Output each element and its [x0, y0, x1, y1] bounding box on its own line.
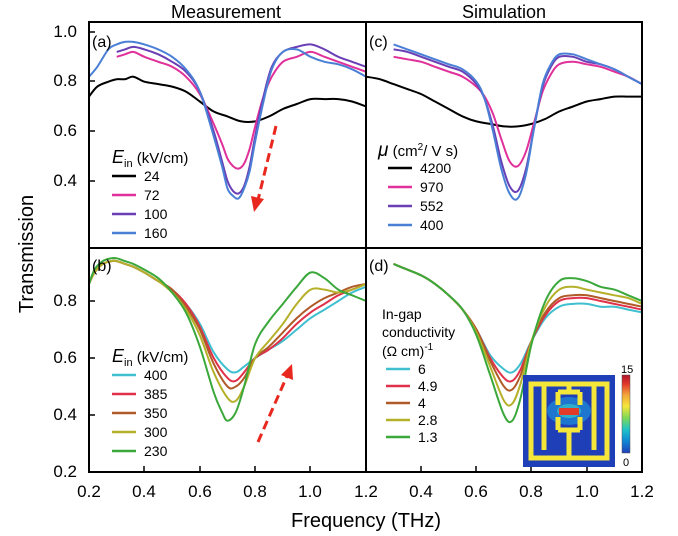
panel-c-series	[366, 43, 642, 201]
measurement-column-title: Measurement	[171, 2, 281, 22]
legend-label: 300	[144, 424, 168, 440]
panel-a-tag: (a)	[92, 34, 112, 51]
arrow-panel-b	[256, 364, 293, 443]
legend-label: 6	[418, 361, 426, 377]
panel-c-frame	[365, 21, 643, 249]
x-tick-label: 0.4	[132, 482, 156, 501]
legend-title: Ein (kV/cm)	[112, 147, 188, 170]
panel-b-series	[89, 256, 366, 422]
y-axis-label: Transmission	[16, 195, 38, 313]
legend-title: μ (cm2/ V s)	[377, 140, 458, 161]
series-line-400	[393, 43, 642, 201]
series-line-230	[89, 256, 366, 422]
x-tick-label: 1.2	[354, 482, 378, 501]
legend-label: 24	[144, 168, 160, 184]
legend-panel-c: μ (cm2/ V s) 4200 970 552 400	[377, 140, 458, 233]
x-tick-label: 0.6	[188, 482, 212, 501]
x-tick-label: 1.0	[298, 482, 322, 501]
legend-title-line: In-gap	[382, 306, 422, 322]
series-line-1.3	[393, 262, 642, 424]
series-line-24	[89, 75, 366, 123]
y-tick-labels-bottom: 0.8 0.6 0.4 0.2	[53, 291, 77, 481]
x-tick-label: 1.2	[630, 482, 654, 501]
legend-label: 160	[144, 225, 168, 241]
x-tick-label: 0.6	[464, 482, 488, 501]
series-line-970	[393, 55, 642, 168]
legend-label: 400	[420, 217, 444, 233]
legend-label: 4	[418, 395, 426, 411]
series-line-552	[393, 48, 642, 194]
y-tick-label: 0.8	[53, 291, 77, 310]
legend-label: 4200	[420, 160, 451, 176]
legend-label: 72	[144, 187, 160, 203]
panel-b-tag: (b)	[92, 258, 112, 275]
series-line-160	[89, 40, 366, 200]
legend-label: 400	[144, 367, 168, 383]
y-tick-label: 0.6	[53, 348, 77, 367]
y-tick-label: 0.4	[53, 405, 77, 424]
x-tick-labels: 0.2 0.4 0.6 0.8 1.0 1.2 0.4 0.6 0.8 1.0 …	[77, 482, 654, 501]
inset-colorbar: 15 0	[621, 364, 633, 469]
x-tick-label: 0.2	[77, 482, 101, 501]
panel-d-tag: (d)	[369, 258, 389, 275]
series-line-4200	[366, 75, 642, 128]
x-tick-label: 1.0	[575, 482, 599, 501]
series-line-300	[89, 259, 366, 403]
y-tick-label: 0.8	[53, 71, 77, 90]
legend-label: 4.9	[418, 378, 438, 394]
simulation-column-title: Simulation	[462, 2, 546, 22]
y-tick-label: 0.2	[53, 462, 77, 481]
arrow-panel-a	[251, 125, 278, 212]
inset-field-map	[523, 375, 615, 467]
legend-title-line: (Ω cm)-1	[382, 342, 434, 359]
panel-d-frame	[365, 247, 643, 473]
legend-label: 552	[420, 198, 444, 214]
legend-panel-d: In-gap conductivity (Ω cm)-1 64.942.81.3	[382, 306, 455, 445]
y-tick-label: 1.0	[53, 22, 77, 41]
panel-a-series	[89, 40, 366, 200]
series-line-72	[116, 50, 366, 170]
legend-label: 1.3	[418, 429, 438, 445]
x-tick-label: 0.8	[519, 482, 543, 501]
legend-label: 230	[144, 443, 168, 459]
colorbar-min-label: 0	[623, 457, 629, 469]
legend-panel-b: Ein (kV/cm) 400 385 350 300 230	[112, 346, 188, 459]
x-axis-label: Frequency (THz)	[291, 510, 441, 532]
x-tick-label: 0.4	[409, 482, 433, 501]
y-tick-label: 0.6	[53, 121, 77, 140]
legend-panel-a: Ein (kV/cm) 24 72 100 160	[112, 147, 188, 241]
legend-label: 385	[144, 386, 168, 402]
legend-label: 100	[144, 206, 168, 222]
legend-label: 350	[144, 405, 168, 421]
y-tick-label: 0.4	[53, 171, 77, 190]
legend-label: 2.8	[418, 412, 438, 428]
x-tick-label: 0.8	[243, 482, 267, 501]
legend-label: 970	[420, 179, 444, 195]
y-tick-labels-top: 1.0 0.8 0.6 0.4	[53, 22, 77, 190]
legend-title-line: conductivity	[382, 324, 455, 340]
colorbar-max-label: 15	[621, 364, 633, 376]
panel-c-tag: (c)	[369, 34, 388, 51]
series-line-100	[116, 43, 366, 195]
panel-d-series	[393, 262, 642, 424]
legend-title: Ein (kV/cm)	[112, 346, 188, 369]
